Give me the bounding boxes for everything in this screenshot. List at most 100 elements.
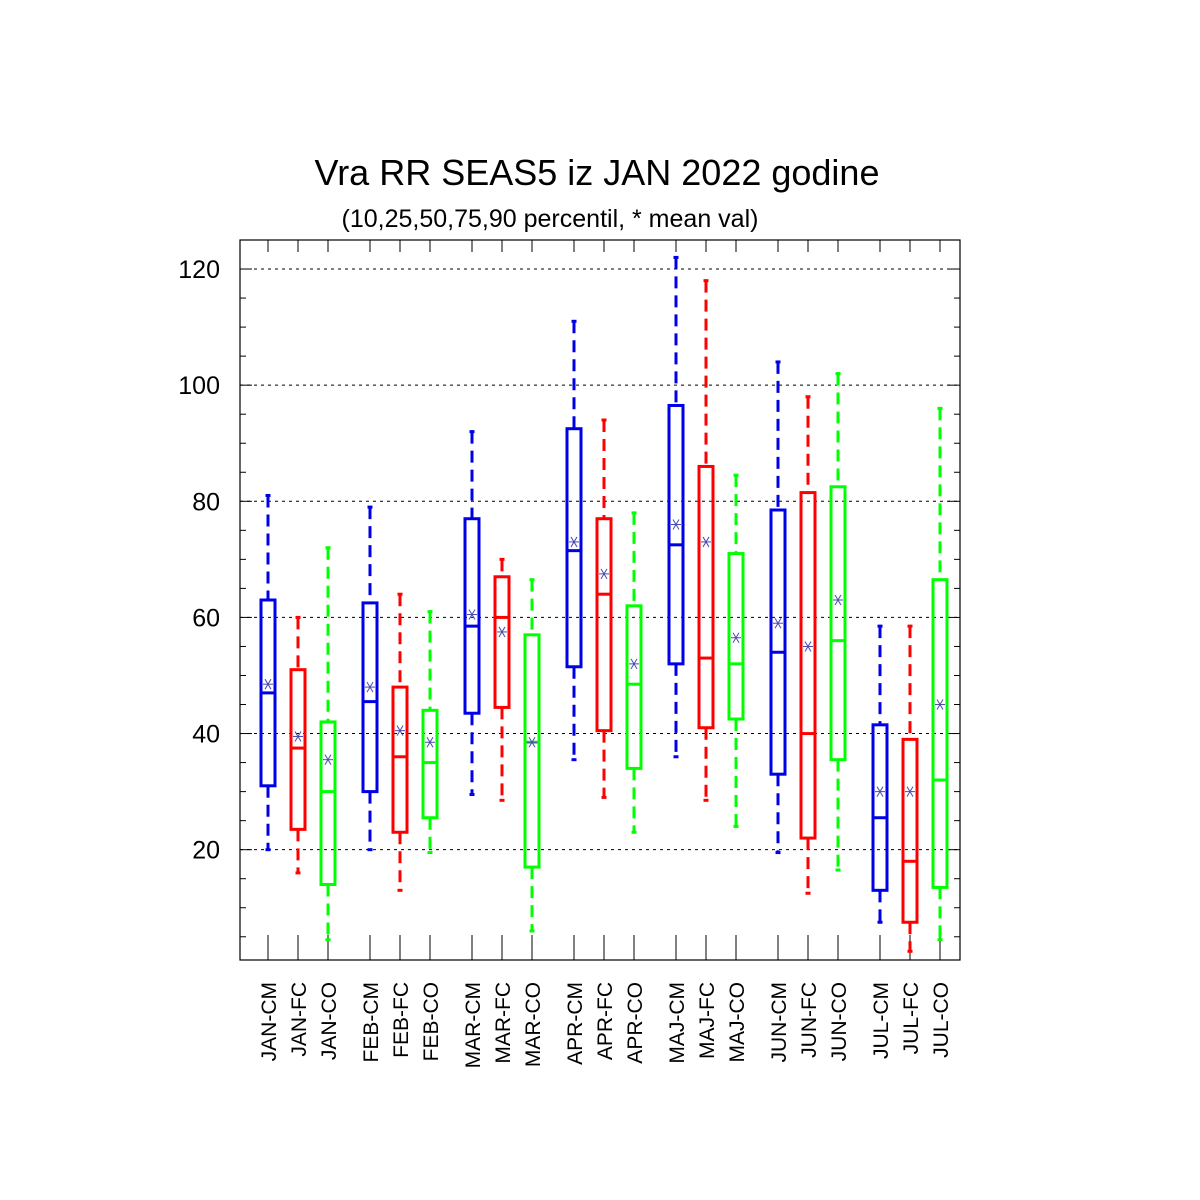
box-feb-cm <box>361 505 379 852</box>
box-jul-cm <box>871 624 889 924</box>
mean-marker <box>629 658 639 670</box>
mean-marker <box>293 731 303 742</box>
mean-marker <box>467 609 477 620</box>
mean-marker-stroke <box>600 568 608 580</box>
y-tick-label: 60 <box>192 604 220 632</box>
x-tick-label: JAN-CO <box>318 982 341 1060</box>
box-iqr <box>493 575 511 709</box>
box-iqr <box>871 723 889 892</box>
box-mar-fc <box>493 557 511 802</box>
box-iqr <box>463 517 481 715</box>
box-iqr <box>565 427 583 669</box>
mean-marker-stroke <box>324 754 332 765</box>
box-mar-co <box>523 578 541 933</box>
mean-marker-stroke <box>570 536 578 548</box>
mean-marker <box>497 626 507 638</box>
mean-marker-stroke <box>396 725 404 736</box>
mean-marker <box>905 786 915 797</box>
plot-frame <box>239 239 961 961</box>
box-iqr <box>901 737 919 924</box>
x-tick-label: MAR-FC <box>492 982 515 1064</box>
box-jan-co <box>319 546 337 942</box>
x-tick-label: JAN-CM <box>258 982 281 1061</box>
mean-marker <box>773 617 783 629</box>
x-tick-label: APR-FC <box>594 982 617 1060</box>
box-iqr <box>829 485 847 762</box>
mean-marker-stroke <box>672 519 680 530</box>
mean-marker-stroke <box>774 617 782 629</box>
y-tick-label: 100 <box>178 372 220 400</box>
mean-marker <box>425 737 435 748</box>
x-tick-label: MAJ-CM <box>666 982 689 1064</box>
mean-marker <box>365 681 375 693</box>
box-maj-cm <box>667 255 685 759</box>
mean-marker <box>731 632 741 643</box>
x-tick-label: JUN-CM <box>768 982 791 1062</box>
mean-marker <box>935 699 945 710</box>
box-apr-co <box>625 511 643 834</box>
box-iqr <box>595 517 613 733</box>
y-tick-label: 80 <box>192 488 220 516</box>
y-tick-label: 20 <box>192 837 220 865</box>
mean-marker-stroke <box>936 699 944 710</box>
box-feb-fc <box>391 592 409 892</box>
chart-title: Vra RR SEAS5 iz JAN 2022 godine <box>315 152 880 193</box>
box-jun-fc <box>799 395 817 895</box>
x-tick-label: JUL-CM <box>870 982 893 1059</box>
grid-lines <box>240 268 960 851</box>
x-tick-label: FEB-CM <box>360 982 383 1063</box>
mean-marker-stroke <box>876 786 884 797</box>
box-jan-cm <box>259 493 277 852</box>
box-iqr <box>667 403 685 666</box>
mean-marker <box>263 678 273 690</box>
x-tick-label: JUL-FC <box>900 982 923 1054</box>
box-apr-cm <box>565 319 583 762</box>
mean-marker <box>569 536 579 548</box>
mean-marker <box>323 754 333 765</box>
mean-marker <box>599 568 609 580</box>
box-jul-fc <box>901 624 919 953</box>
x-tick-label: MAJ-CO <box>726 982 749 1063</box>
mean-marker-stroke <box>702 536 710 548</box>
box-iqr <box>697 464 715 730</box>
x-tick-label: MAR-CO <box>522 982 545 1067</box>
box-jun-cm <box>769 360 787 855</box>
x-tick-label: JUN-FC <box>798 982 821 1058</box>
axes: 20 40 60 80 100 120 <box>178 239 961 961</box>
x-tick-label: MAR-CM <box>462 982 485 1068</box>
box-iqr <box>391 685 409 834</box>
mean-marker-stroke <box>468 609 476 620</box>
mean-marker-stroke <box>906 786 914 797</box>
mean-marker <box>395 725 405 736</box>
box-jul-co <box>931 406 949 942</box>
x-tick-label: JAN-FC <box>288 982 311 1057</box>
box-iqr <box>523 633 541 869</box>
x-tick-label: FEB-CO <box>420 982 443 1061</box>
mean-marker <box>671 519 681 530</box>
box-iqr <box>361 601 379 794</box>
box-mar-cm <box>463 430 481 797</box>
y-tick-label: 120 <box>178 256 220 284</box>
box-iqr <box>319 720 337 887</box>
mean-marker-stroke <box>630 658 638 670</box>
mean-marker <box>875 786 885 797</box>
mean-marker-stroke <box>294 731 302 742</box>
x-tick-label: APR-CM <box>564 982 587 1065</box>
mean-marker <box>527 737 537 748</box>
mean-marker-stroke <box>426 737 434 748</box>
x-tick-labels: JAN-CM JAN-FC JAN-CO FEB-CM FEB-FC FEB-CO MAR-… <box>258 982 953 1068</box>
mean-marker <box>701 536 711 548</box>
mean-marker-stroke <box>264 678 272 690</box>
mean-marker-stroke <box>366 681 374 693</box>
box-jan-fc <box>289 615 307 875</box>
mean-marker <box>803 641 813 652</box>
box-maj-fc <box>697 279 715 802</box>
box-iqr <box>769 508 787 776</box>
box-jun-co <box>829 372 847 872</box>
box-apr-fc <box>595 418 613 799</box>
box-iqr <box>799 491 817 840</box>
x-tick-label: FEB-FC <box>390 982 413 1058</box>
mean-marker <box>833 594 843 606</box>
box-iqr <box>727 552 745 721</box>
